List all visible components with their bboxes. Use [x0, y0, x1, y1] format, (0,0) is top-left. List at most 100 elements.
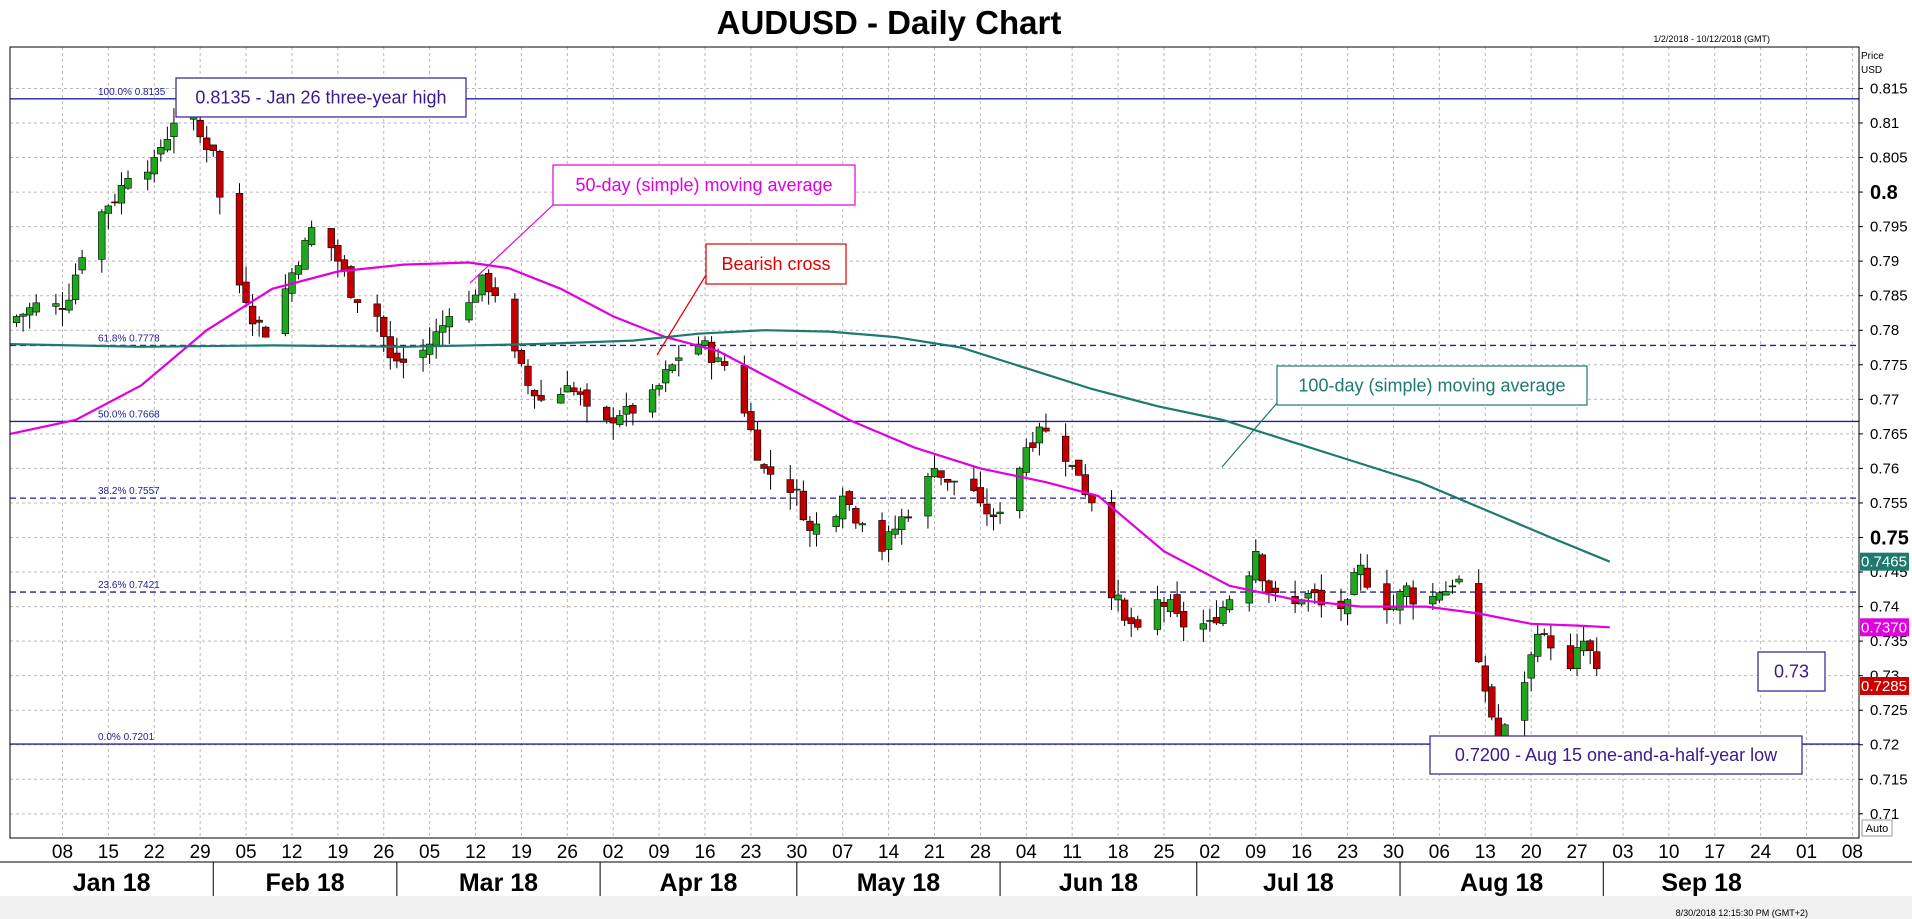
candle-up — [1225, 599, 1234, 611]
candle-down — [1586, 640, 1594, 651]
candle-down — [327, 228, 335, 249]
candle-down — [1075, 459, 1083, 476]
candle-down — [806, 520, 814, 531]
candle-down — [393, 352, 401, 362]
x-tick-label: 02 — [1199, 842, 1220, 863]
moving-averages — [9, 261, 1611, 629]
candle-up — [163, 139, 172, 151]
y-tick-label: 0.785 — [1870, 288, 1908, 305]
auto-scale-label: Auto — [1866, 823, 1889, 835]
grid — [10, 47, 1859, 838]
annotation-leader — [469, 204, 554, 284]
candle-down — [491, 287, 499, 296]
fib-level-label: 38.2% 0.7557 — [98, 486, 160, 497]
candle-down — [1134, 619, 1142, 628]
annotation-text: 0.8135 - Jan 26 three-year high — [195, 88, 446, 108]
month-label: Feb 18 — [265, 869, 344, 897]
x-tick-label: 20 — [1521, 842, 1542, 863]
candle-up — [1199, 623, 1207, 630]
candle-up — [439, 325, 447, 333]
candle-down — [1081, 474, 1089, 496]
candle-up — [26, 307, 34, 316]
x-tick-label: 15 — [98, 842, 119, 863]
currency-axis-label: USD — [1861, 65, 1882, 76]
candle-up — [104, 205, 113, 214]
annotation-box — [175, 77, 467, 118]
month-label: Aug 18 — [1460, 869, 1543, 897]
y-tick-label: 0.805 — [1870, 150, 1908, 167]
candle-down — [1042, 427, 1050, 432]
x-tick-label: 19 — [327, 842, 348, 863]
x-tick-label: 29 — [190, 842, 211, 863]
candle-down — [1363, 567, 1371, 588]
month-label: May 18 — [857, 869, 940, 897]
candle-down — [1088, 494, 1096, 504]
x-tick-label: 12 — [465, 842, 486, 863]
fib-level-label: 50.0% 0.7668 — [98, 409, 160, 420]
y-tick-label: 0.76 — [1870, 460, 1899, 477]
candle-down — [353, 299, 362, 303]
candle-down — [111, 201, 119, 204]
candle-down — [943, 479, 952, 483]
candle-down — [878, 520, 886, 552]
candle-up — [662, 369, 670, 384]
price-badge-label: 0.7465 — [1861, 554, 1907, 571]
candle-up — [858, 523, 867, 526]
candle-down — [235, 193, 244, 286]
candle-down — [609, 417, 617, 424]
candle-down — [1566, 645, 1575, 670]
candle-up — [1402, 585, 1411, 597]
candle-down — [524, 365, 532, 386]
candle-up — [1573, 647, 1581, 669]
x-tick-label: 06 — [1429, 842, 1450, 863]
candlesticks — [12, 102, 1601, 758]
candle-up — [891, 528, 899, 535]
x-tick-label: 14 — [878, 842, 900, 863]
price-badge-label: 0.7370 — [1861, 619, 1907, 636]
candle-up — [701, 340, 709, 346]
candle-up — [563, 385, 571, 393]
candle-up — [1016, 467, 1024, 512]
candle-down — [1265, 580, 1273, 594]
x-tick-label: 16 — [694, 842, 715, 863]
candle-up — [425, 343, 434, 355]
x-tick-label: 05 — [235, 842, 256, 863]
annotation-box — [552, 164, 856, 206]
y-tick-label: 0.74 — [1870, 599, 1899, 616]
candle-up — [1219, 606, 1227, 624]
candle-down — [1160, 601, 1168, 607]
x-tick-label: 01 — [1796, 842, 1817, 863]
candle-up — [1206, 620, 1214, 622]
candle-up — [1579, 640, 1588, 652]
candle-down — [1029, 442, 1037, 448]
candle-down — [209, 144, 217, 151]
x-tick-label: 28 — [970, 842, 991, 863]
status-bar — [0, 896, 1912, 919]
candle-down — [1173, 594, 1181, 614]
y-tick-label: 0.735 — [1870, 633, 1908, 650]
x-tick-label: 19 — [511, 842, 532, 863]
auto-scale-button[interactable] — [1861, 819, 1893, 837]
chart-title: AUDUSD - Daily Chart — [717, 4, 1062, 41]
x-tick-label: 05 — [419, 842, 440, 863]
candle-up — [884, 531, 893, 550]
annotation-text: 0.73 — [1774, 662, 1809, 682]
candle-up — [170, 122, 178, 137]
month-label: Jun 18 — [1059, 869, 1138, 897]
candle-up — [71, 274, 80, 300]
month-label: Sep 18 — [1661, 869, 1742, 897]
candle-up — [655, 385, 663, 390]
candle-up — [996, 511, 1004, 514]
candle-down — [1547, 635, 1555, 649]
candle-down — [196, 119, 204, 138]
plot-frame — [9, 46, 1860, 839]
x-tick-label: 09 — [1245, 842, 1266, 863]
annotation-box — [1757, 651, 1826, 692]
x-tick-label: 23 — [740, 842, 761, 863]
candle-up — [1520, 682, 1529, 721]
candle-down — [1383, 583, 1391, 611]
x-tick-label: 13 — [1475, 842, 1496, 863]
candle-down — [511, 298, 519, 352]
candle-up — [1448, 585, 1457, 588]
